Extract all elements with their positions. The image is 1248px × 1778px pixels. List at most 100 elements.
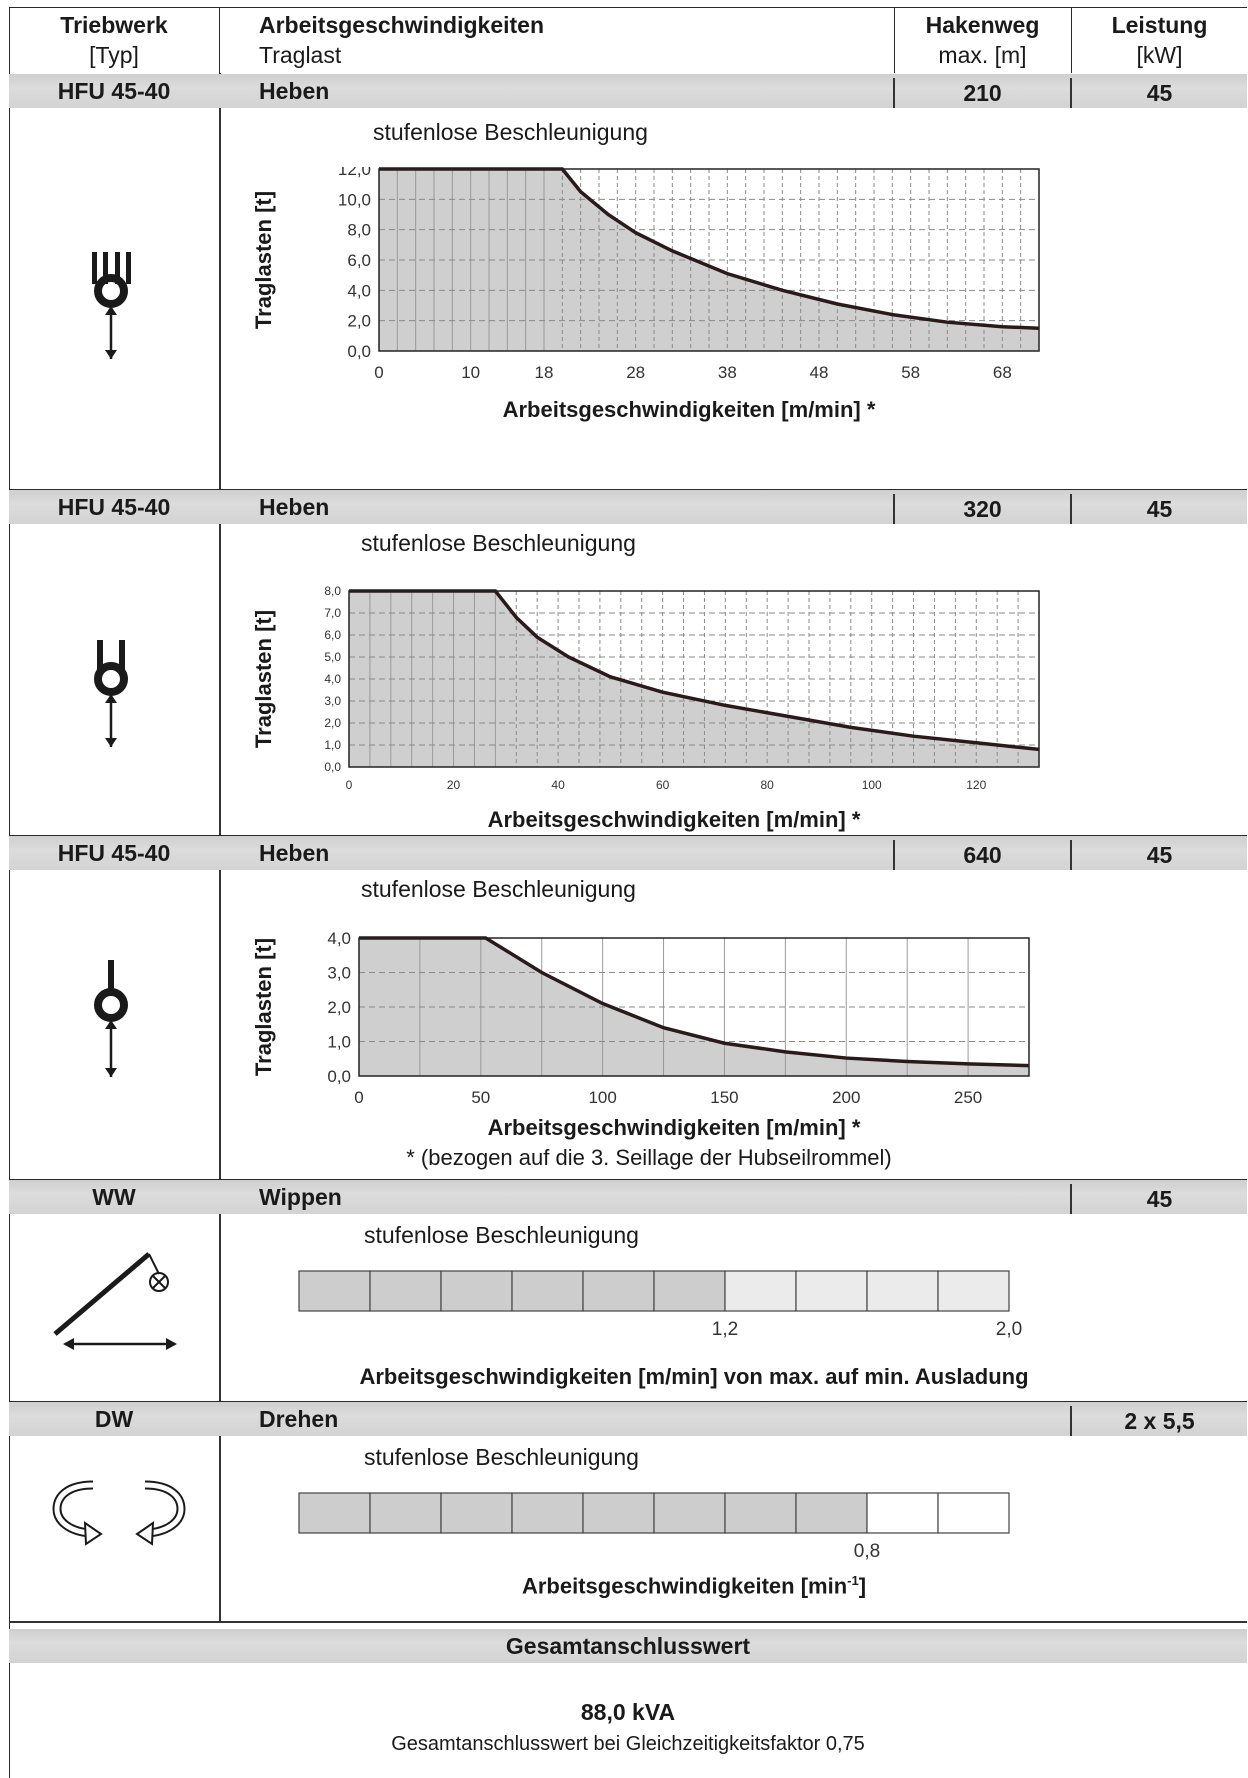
speed-bar-cell (511, 1270, 584, 1312)
x-tick-label: 10 (461, 363, 480, 382)
speed-bar-cell (866, 1270, 939, 1312)
speed-bar-cell (369, 1492, 442, 1534)
band4-sep-b (1070, 1184, 1072, 1214)
hook-four-fall-icon (92, 252, 131, 359)
section-3-motion: Heben (259, 840, 330, 866)
y-tick-label: 6,0 (347, 251, 371, 270)
x-tick-label: 68 (993, 363, 1012, 382)
x-tick-label: 20 (447, 778, 461, 792)
luffing-jib-icon (53, 1252, 177, 1350)
load-curve (359, 936, 1030, 1068)
x-axis-title: Arbeitsgeschwindigkeiten [m/min] * (488, 807, 861, 832)
section-band-1 (9, 74, 1247, 108)
band1-sep-a (893, 78, 895, 108)
band1-sep-b (1070, 78, 1072, 108)
y-tick-label: 3,0 (324, 694, 341, 708)
y-tick-label: 10,0 (338, 190, 371, 209)
y-tick-label: 2,0 (324, 716, 341, 730)
header-col2-title: Arbeitsgeschwindigkeiten (259, 12, 545, 38)
section-5-top-line (9, 1401, 1247, 1402)
y-tick-label: 5,0 (324, 650, 341, 664)
left-border (9, 7, 10, 1778)
band2-sep-b (1070, 494, 1072, 524)
drehen-axis-label-sup: -1 (847, 1573, 859, 1588)
x-tick-label: 58 (901, 363, 920, 382)
section-1-leistung: 45 (1146, 80, 1173, 106)
speed-bar-cell (582, 1492, 655, 1534)
y-tick-label: 8,0 (347, 221, 371, 240)
section-2-leistung: 45 (1146, 496, 1173, 522)
header-col1-title: Triebwerk (60, 12, 168, 38)
top-border (9, 7, 1247, 8)
x-tick-label: 50 (471, 1088, 490, 1107)
speed-bar-cell (440, 1270, 513, 1312)
drehen-axis-label-end: ] (858, 1573, 867, 1599)
speed-bar-cell (866, 1492, 939, 1534)
x-tick-label: 80 (761, 778, 775, 792)
load-curve (379, 167, 1040, 330)
x-tick-label: 200 (832, 1088, 860, 1107)
slewing-arrows-icon (52, 1480, 186, 1546)
speed-bar-cell (369, 1270, 442, 1312)
x-tick-label: 120 (966, 778, 986, 792)
chart-2: 0,0 1,0 2,0 3,0 4,0 5,0 6,0 7,0 8,0 0 20 40 60 80 100 1… (251, 584, 1040, 832)
x-tick-label: 100 (862, 778, 882, 792)
section-3-leistung: 45 (1146, 842, 1173, 868)
section-2-type: HFU 45-40 (57, 494, 171, 520)
section-1-subtitle: stufenlose Beschleunigung (373, 119, 648, 145)
section-4-type: WW (92, 1184, 136, 1210)
header-sep-1 (219, 7, 220, 73)
x-tick-label: 18 (535, 363, 554, 382)
speed-bar-cell (653, 1492, 726, 1534)
chart-3: 0,0 1,0 2,0 3,0 4,0 0 50 100 150 200 250 Arbeitsges… (251, 929, 1030, 1140)
y-tick-label: 1,0 (327, 1032, 351, 1051)
speed-bar-cell (298, 1270, 371, 1312)
speed-bar-tick: 0,8 (854, 1541, 880, 1562)
drehen-axis-label-main: Arbeitsgeschwindigkeiten [min (521, 1573, 848, 1599)
section-2-motion: Heben (259, 494, 330, 520)
x-tick-label: 150 (710, 1088, 738, 1107)
section-band-2 (9, 490, 1247, 524)
header-sep-3 (894, 7, 895, 73)
header-col4-sub: [kW] (1136, 42, 1183, 68)
x-tick-label: 250 (954, 1088, 982, 1107)
section-5-motion: Drehen (259, 1406, 339, 1432)
header-col1-sub: [Typ] (89, 42, 139, 68)
section-band-4 (9, 1180, 1247, 1214)
section-4-motion: Wippen (259, 1184, 342, 1210)
y-tick-label: 12,0 (338, 167, 371, 179)
y-tick-label: 8,0 (324, 584, 341, 598)
section-1-hakenweg: 210 (963, 80, 1002, 106)
x-axis-title: Arbeitsgeschwindigkeiten [m/min] * (488, 1115, 861, 1140)
x-tick-label: 48 (810, 363, 829, 382)
band3-sep-b (1070, 840, 1072, 870)
speed-bar-cell (724, 1492, 797, 1534)
speed-bar-cell (511, 1492, 584, 1534)
total-value: 88,0 kVA (580, 1699, 676, 1725)
hook-single-fall-icon (94, 960, 128, 1077)
band3-sep-a (893, 840, 895, 870)
speed-bar-cell (937, 1492, 1010, 1534)
section-1-motion: Heben (259, 78, 330, 104)
section-3-hakenweg: 640 (963, 842, 1002, 868)
speed-bar-tick: 1,2 (712, 1319, 738, 1340)
x-tick-label: 100 (588, 1088, 616, 1107)
band5-sep-b (1070, 1406, 1072, 1436)
y-tick-label: 6,0 (324, 628, 341, 642)
section-5-type: DW (94, 1406, 134, 1432)
plot-frame (348, 590, 1040, 768)
section-band-3 (9, 836, 1247, 870)
section-4-leistung: 45 (1146, 1186, 1173, 1212)
section-3-footnote: * (bezogen auf die 3. Seillage der Hubse… (406, 1145, 892, 1170)
x-tick-label: 40 (551, 778, 565, 792)
y-tick-label: 4,0 (327, 929, 351, 948)
hook-two-fall-icon (94, 640, 128, 747)
y-tick-label: 0,0 (327, 1067, 351, 1086)
speed-bar-cell (298, 1492, 371, 1534)
y-axis-title: Traglasten [t] (251, 610, 276, 748)
section-2-subtitle: stufenlose Beschleunigung (361, 530, 636, 556)
y-tick-label: 2,0 (327, 998, 351, 1017)
header-sep-4 (1071, 7, 1072, 73)
total-title: Gesamtanschlusswert (505, 1633, 751, 1659)
y-tick-label: 3,0 (327, 963, 351, 982)
